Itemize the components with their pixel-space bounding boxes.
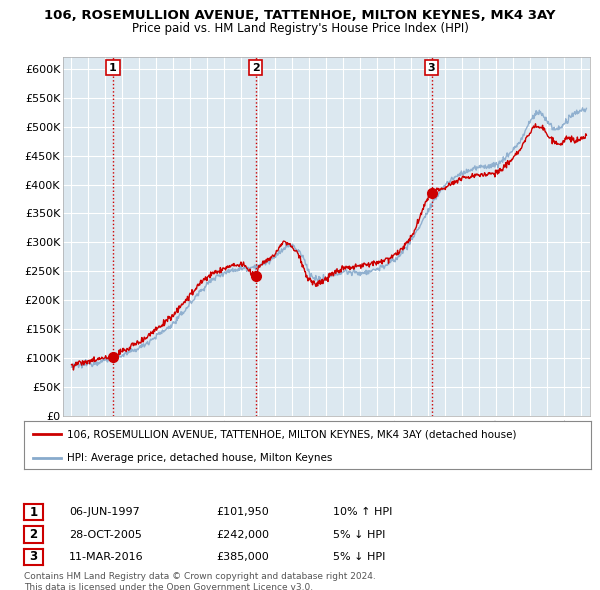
- Text: £242,000: £242,000: [216, 530, 269, 539]
- Text: 106, ROSEMULLION AVENUE, TATTENHOE, MILTON KEYNES, MK4 3AY: 106, ROSEMULLION AVENUE, TATTENHOE, MILT…: [44, 9, 556, 22]
- Text: 2: 2: [29, 528, 38, 541]
- Text: 28-OCT-2005: 28-OCT-2005: [69, 530, 142, 539]
- Text: £385,000: £385,000: [216, 552, 269, 562]
- Text: 3: 3: [428, 63, 436, 73]
- Text: 11-MAR-2016: 11-MAR-2016: [69, 552, 143, 562]
- Text: 106, ROSEMULLION AVENUE, TATTENHOE, MILTON KEYNES, MK4 3AY (detached house): 106, ROSEMULLION AVENUE, TATTENHOE, MILT…: [67, 429, 516, 439]
- Text: 1: 1: [29, 506, 38, 519]
- Text: 5% ↓ HPI: 5% ↓ HPI: [333, 552, 385, 562]
- Text: 06-JUN-1997: 06-JUN-1997: [69, 507, 140, 517]
- Text: 5% ↓ HPI: 5% ↓ HPI: [333, 530, 385, 539]
- Text: Contains HM Land Registry data © Crown copyright and database right 2024.
This d: Contains HM Land Registry data © Crown c…: [24, 572, 376, 590]
- Text: £101,950: £101,950: [216, 507, 269, 517]
- Text: 3: 3: [29, 550, 38, 563]
- Text: 1: 1: [109, 63, 117, 73]
- Text: 10% ↑ HPI: 10% ↑ HPI: [333, 507, 392, 517]
- Text: 2: 2: [251, 63, 259, 73]
- Text: Price paid vs. HM Land Registry's House Price Index (HPI): Price paid vs. HM Land Registry's House …: [131, 22, 469, 35]
- Text: HPI: Average price, detached house, Milton Keynes: HPI: Average price, detached house, Milt…: [67, 453, 332, 463]
